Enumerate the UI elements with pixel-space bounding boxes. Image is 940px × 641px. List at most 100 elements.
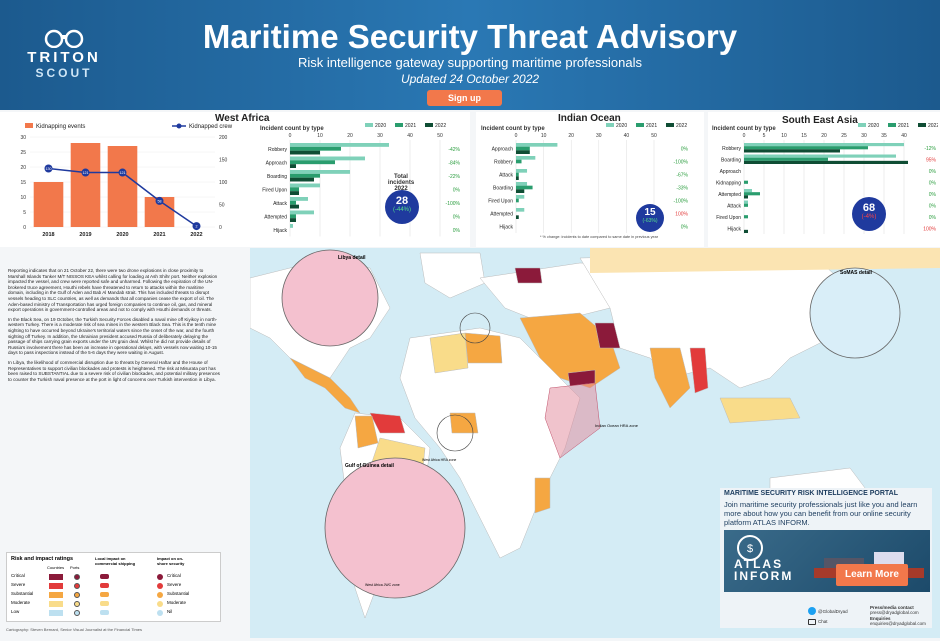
indian-ocean-hra-zone	[544, 382, 601, 459]
category-label: Attack	[727, 203, 741, 209]
kidnap-bar	[33, 182, 64, 227]
sea-panel: South East Asia Incident count by type 2…	[708, 112, 940, 247]
incident-bar	[744, 180, 748, 184]
twitter-icon[interactable]	[808, 607, 816, 615]
legend-row: Severe Severe	[7, 582, 222, 591]
signup-button[interactable]: Sign up	[427, 90, 502, 106]
learn-more-button[interactable]: Learn More	[836, 564, 908, 586]
sea-incident-chart: 2020 2021 2022 0 5 10 15 20 25 30 35 40 Robbery -12% B…	[716, 123, 938, 234]
legend-label: 2021	[405, 123, 416, 129]
incident-bar	[290, 187, 299, 192]
onshore-impact-icon	[157, 583, 163, 589]
libya	[464, 332, 503, 364]
x-tick: 10	[781, 133, 787, 139]
legend-port-swatch	[74, 601, 80, 607]
incident-bar	[516, 159, 522, 164]
venezuela	[369, 412, 406, 434]
change-label: -100%	[674, 160, 689, 166]
crew-point	[155, 196, 164, 205]
twitter-handle[interactable]: @GlobalDryad	[818, 609, 848, 614]
x-tick-year: 2022	[190, 232, 202, 238]
x-tick: 30	[596, 133, 602, 139]
legend-impact-label: Moderate	[167, 600, 187, 605]
change-label: 0%	[929, 215, 937, 221]
legend-label: 2020	[375, 123, 386, 129]
incident-bar	[516, 146, 530, 151]
legend-row: Substantial Substantial	[7, 591, 222, 600]
triton-scout-logo[interactable]: TRITON SCOUT	[20, 28, 108, 80]
press-label: Press/media contact	[870, 605, 914, 610]
x-tick-year: 2019	[79, 232, 91, 238]
middle-east	[519, 312, 621, 389]
incident-bar	[516, 150, 530, 154]
indian-ocean-total-badge: 15 (-63%)	[636, 204, 664, 232]
indian-ocean-title: Indian Ocean	[558, 113, 621, 124]
page-title: Maritime Security Threat Advisory	[202, 18, 738, 55]
incident-bar	[516, 198, 519, 203]
category-label: Robbery	[722, 146, 741, 152]
legend-swatch	[858, 123, 866, 127]
category-label: Robbery	[268, 147, 287, 153]
incident-bar	[290, 177, 314, 182]
world-map-svg	[250, 248, 940, 619]
y-tick-left: 0	[23, 225, 26, 231]
category-label: Fired Upon	[716, 215, 741, 221]
sea-total-badge: 68 (-4%)	[852, 197, 886, 231]
legend-port-swatch	[74, 610, 80, 616]
advisory-paragraph: In Libya, the likelihood of commercial d…	[8, 359, 220, 382]
press-email[interactable]: press@dryadglobal.com	[870, 610, 919, 615]
enquiries-email[interactable]: enquiries@dryadglobal.com	[870, 621, 926, 626]
x-tick: 40	[901, 133, 907, 139]
chat-icon[interactable]	[808, 619, 816, 625]
incident-bar	[516, 172, 519, 177]
x-tick-year: 2018	[42, 232, 54, 238]
crew-point	[44, 164, 53, 173]
crew-point-label: 121	[120, 171, 126, 175]
category-label: Kidnapping	[716, 180, 741, 186]
atlas-inform-banner[interactable]: $ ATLAS INFORM Learn More	[724, 530, 930, 592]
legend-swatch	[918, 123, 926, 127]
category-label: Hijack	[273, 228, 287, 234]
incident-bar	[290, 191, 299, 195]
wa-jwc-label: West Africa JWC zone	[365, 583, 400, 587]
advisory-text: Reporting indicates that on 21 October 2…	[8, 268, 220, 386]
x-tick: 40	[407, 133, 413, 139]
change-label: -12%	[924, 146, 936, 152]
svg-text:$: $	[747, 543, 753, 555]
legend-swatch-kidnapping	[25, 123, 33, 128]
ukraine	[514, 267, 543, 284]
header-banner: TRITON SCOUT Maritime Security Threat Ad…	[0, 0, 940, 110]
incident-bar	[290, 164, 296, 168]
crew-point-label: 121	[83, 171, 89, 175]
onshore-impact-icon	[157, 592, 163, 598]
footnote: * % change: incidents to date compared t…	[540, 235, 658, 239]
change-label: 0%	[929, 169, 937, 175]
colombia	[354, 415, 379, 449]
somas-detail-circle	[809, 267, 901, 359]
portal-promo: MARITIME SECURITY RISK INTELLIGENCE PORT…	[720, 488, 932, 628]
sea-title: South East Asia	[782, 115, 858, 126]
change-label: -100%	[446, 201, 461, 207]
change-label: -42%	[448, 147, 460, 153]
legend-country-swatch	[49, 574, 63, 580]
legend-impact-label: Substantial	[167, 591, 190, 596]
change-label: -100%	[674, 199, 689, 205]
legend-level-label: Low	[11, 609, 20, 614]
guinea-detail-label: Gulf of Guinea detail	[345, 463, 394, 469]
incident-bar	[744, 149, 840, 153]
incident-bar	[744, 157, 828, 161]
legend-label: 2022	[928, 123, 938, 129]
y-tick-left: 20	[20, 165, 26, 171]
ship-impact-icon	[100, 583, 109, 588]
incident-bar	[516, 189, 525, 193]
binoculars-icon	[44, 29, 84, 48]
chat-link[interactable]: Chat	[818, 619, 828, 624]
legend-label: 2020	[868, 123, 879, 129]
enquiries-label: Enquiries	[870, 616, 891, 621]
legend-col-countries: Countries	[47, 565, 65, 570]
change-label: -84%	[448, 160, 460, 166]
advisory-paragraph: In the Black Sea, on 19 October, the Tur…	[8, 316, 218, 356]
legend-country-swatch	[49, 610, 63, 616]
legend-col-ports: Ports	[70, 565, 80, 570]
incident-bar	[290, 224, 293, 228]
